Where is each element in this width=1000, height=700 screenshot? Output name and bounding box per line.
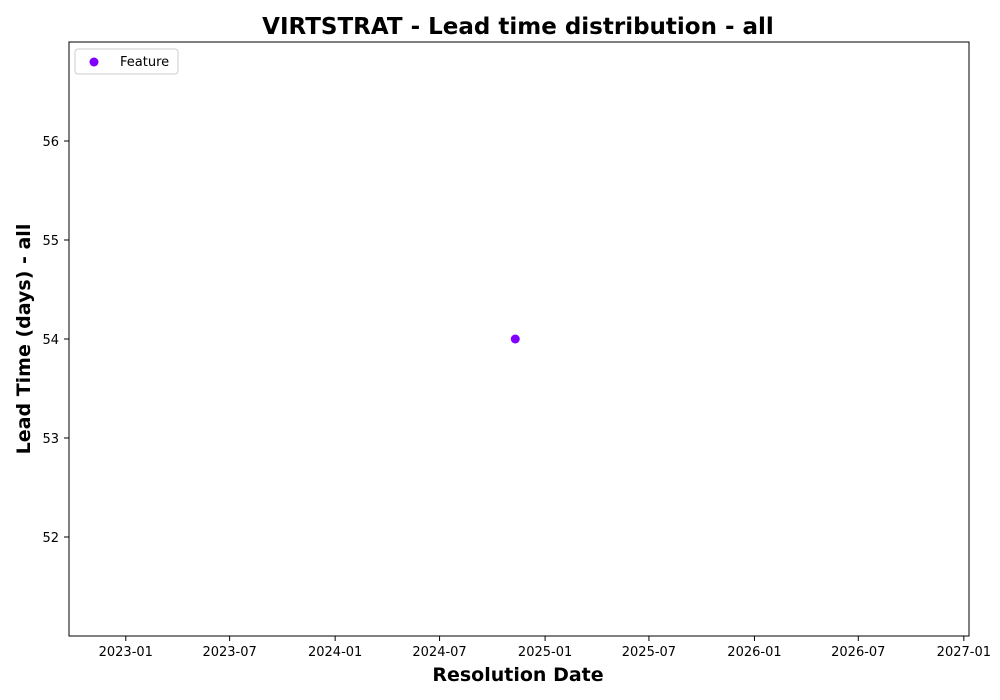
x-tick-label: 2024-01 <box>308 645 362 660</box>
x-axis-label: Resolution Date <box>432 664 603 686</box>
y-tick-label: 52 <box>42 531 59 546</box>
y-tick-label: 55 <box>42 234 59 249</box>
y-tick-label: 56 <box>42 135 59 150</box>
x-axis-ticks: 2023-01 2023-07 2024-01 2024-07 2025-01 2025-… <box>99 636 991 660</box>
x-tick-label: 2026-07 <box>831 645 885 660</box>
chart-title: VIRTSTRAT - Lead time distribution - all <box>262 14 774 40</box>
x-tick-label: 2027-01 <box>937 645 991 660</box>
y-axis-ticks: 52 53 54 55 56 <box>42 135 69 546</box>
x-tick-label: 2025-07 <box>622 645 676 660</box>
legend-marker-feature <box>89 57 99 67</box>
x-tick-label: 2024-07 <box>412 645 466 660</box>
x-tick-label: 2026-01 <box>727 645 781 660</box>
legend-box <box>74 48 179 75</box>
legend: Feature <box>74 48 179 75</box>
x-tick-label: 2023-01 <box>99 645 153 660</box>
y-tick-label: 54 <box>42 333 59 348</box>
x-tick-label: 2025-01 <box>518 645 572 660</box>
y-axis-label: Lead Time (days) - all <box>13 224 35 455</box>
y-tick-label: 53 <box>42 432 59 447</box>
scatter-point <box>510 334 520 344</box>
data-points <box>510 334 520 344</box>
x-tick-label: 2023-07 <box>202 645 256 660</box>
legend-label-feature: Feature <box>120 55 169 70</box>
